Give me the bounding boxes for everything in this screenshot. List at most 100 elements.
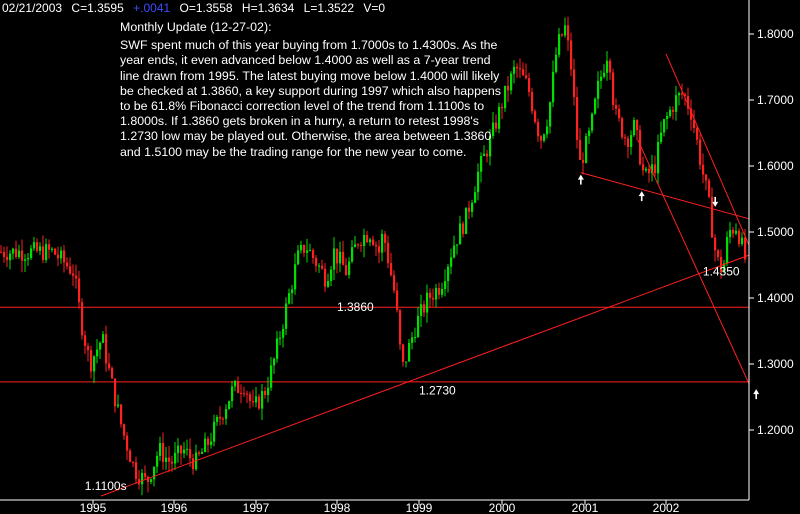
candle-body xyxy=(171,461,174,464)
candle-body xyxy=(243,393,246,395)
candle-body xyxy=(603,72,606,77)
candle-body xyxy=(432,297,435,300)
candle-body xyxy=(318,265,321,267)
candle-body xyxy=(642,164,645,171)
year-tick-label: 1995 xyxy=(80,501,107,514)
candle-body xyxy=(240,392,243,394)
candle-body xyxy=(582,159,585,163)
candle-body xyxy=(177,445,180,453)
candle-body xyxy=(3,251,6,257)
candle-body xyxy=(246,393,249,395)
candle-body xyxy=(519,68,522,70)
candle-body xyxy=(411,337,414,343)
candle-body xyxy=(609,60,612,73)
candle-body xyxy=(186,448,189,450)
candle-body xyxy=(639,130,642,165)
candle-body xyxy=(162,443,165,462)
candle-body xyxy=(330,269,333,282)
candle-body xyxy=(60,250,63,259)
candle-body xyxy=(462,223,465,234)
candle-body xyxy=(117,404,120,407)
candle-body xyxy=(612,72,615,106)
candle-body xyxy=(48,244,51,250)
candle-body xyxy=(18,250,21,258)
candle-body xyxy=(744,237,747,260)
candle-body xyxy=(135,462,138,479)
candle-body xyxy=(261,391,264,409)
candle-body xyxy=(693,119,696,128)
candle-body xyxy=(471,202,474,212)
candle-body xyxy=(153,466,156,480)
candle-body xyxy=(93,356,96,372)
candle-body xyxy=(690,108,693,120)
candle-body xyxy=(207,438,210,445)
candle-body xyxy=(726,237,729,264)
candle-body xyxy=(213,421,216,442)
support-lines xyxy=(0,306,749,383)
candle-body xyxy=(312,250,315,258)
candle-body xyxy=(405,361,408,363)
quote-high: H=1.3634 xyxy=(241,1,295,15)
candle-body xyxy=(294,264,297,290)
candle-body xyxy=(480,156,483,172)
candle-body xyxy=(669,109,672,117)
candle-body xyxy=(24,259,27,261)
candle-body xyxy=(303,245,306,253)
candle-body xyxy=(351,247,354,262)
price-annotations: 1.1100s 1.3860 1.2730 1.4350 xyxy=(85,265,740,494)
candle-body xyxy=(372,239,375,245)
candle-body xyxy=(255,396,258,403)
candle-body xyxy=(435,288,438,300)
candle-body xyxy=(498,106,501,129)
candle-body xyxy=(573,69,576,98)
candle-body xyxy=(558,34,561,55)
candle-body xyxy=(597,80,600,99)
candle-body xyxy=(285,303,288,329)
candle-body xyxy=(576,97,579,140)
candle-body xyxy=(426,292,429,313)
candle-body xyxy=(219,416,222,419)
candle-body xyxy=(12,248,15,254)
price-tick-label: 1.7000 xyxy=(757,93,794,107)
trend-line xyxy=(637,139,750,385)
candlesticks xyxy=(0,16,747,496)
candle-body xyxy=(555,54,558,72)
candle-body xyxy=(27,257,30,260)
candle-body xyxy=(192,458,195,470)
candle-body xyxy=(486,153,489,157)
candle-body xyxy=(276,338,279,359)
candle-body xyxy=(630,135,633,147)
candle-body xyxy=(567,25,570,41)
candle-body xyxy=(183,449,186,454)
quote-header: 02/21/2003 C=1.3595 +.0041 O=1.3558 H=1.… xyxy=(2,1,391,15)
candle-body xyxy=(723,263,726,273)
candle-body xyxy=(681,93,684,95)
candle-body xyxy=(129,450,132,463)
time-axis: 1995 1996 1997 1998 1999 2000 2001 2002 xyxy=(80,500,680,514)
candle-body xyxy=(420,304,423,316)
candle-body xyxy=(459,223,462,245)
candle-body xyxy=(477,171,480,193)
candle-body xyxy=(126,435,129,451)
candle-body xyxy=(144,473,147,477)
candle-body xyxy=(495,122,498,129)
candle-body xyxy=(651,164,654,174)
candle-body xyxy=(141,473,144,485)
candle-body xyxy=(288,293,291,304)
price-annotation: 1.4350 xyxy=(703,265,740,279)
candle-body xyxy=(474,192,477,203)
price-tick-label: 1.4000 xyxy=(757,291,794,305)
candle-body xyxy=(540,136,543,141)
candle-body xyxy=(99,342,102,350)
candle-body xyxy=(78,278,81,303)
candle-body xyxy=(663,119,666,133)
candle-body xyxy=(210,441,213,445)
candle-body xyxy=(657,142,660,174)
candle-body xyxy=(453,245,456,258)
year-tick-label: 2002 xyxy=(653,501,680,514)
candle-body xyxy=(591,113,594,131)
candle-body xyxy=(36,242,39,251)
candle-body xyxy=(375,244,378,247)
candle-body xyxy=(174,452,177,464)
candle-body xyxy=(21,250,24,261)
